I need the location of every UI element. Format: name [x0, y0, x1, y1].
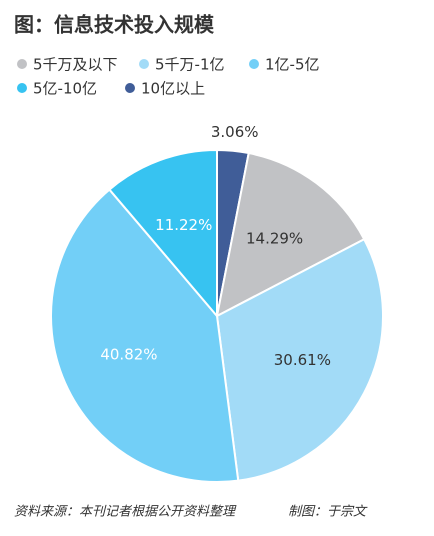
data-label: 14.29% [246, 229, 303, 247]
legend-label: 10亿以上 [141, 80, 205, 98]
legend-label: 1亿-5亿 [265, 56, 320, 74]
legend-swatch [139, 59, 149, 69]
data-label: 3.06% [211, 123, 259, 141]
legend-label: 5亿-10亿 [33, 80, 97, 98]
data-label: 40.82% [100, 345, 157, 363]
source-note: 资料来源：本刊记者根据公开资料整理 [14, 505, 237, 520]
credit-note: 制图：于宗文 [288, 504, 368, 520]
pie-slice [50, 188, 240, 483]
data-label: 30.61% [274, 351, 331, 369]
legend-swatch [17, 83, 27, 93]
legend-label: 5千万及以下 [33, 56, 118, 74]
pie-slice [215, 237, 384, 482]
pie-slice [108, 148, 218, 319]
legend-swatch [125, 83, 135, 93]
chart-title: 图：信息技术投入规模 [14, 13, 215, 37]
data-label: 11.22% [155, 216, 212, 234]
legend-swatch [17, 59, 27, 69]
pie-slice [215, 151, 366, 318]
legend-label: 5千万-1亿 [155, 56, 225, 74]
legend-swatch [249, 59, 259, 69]
